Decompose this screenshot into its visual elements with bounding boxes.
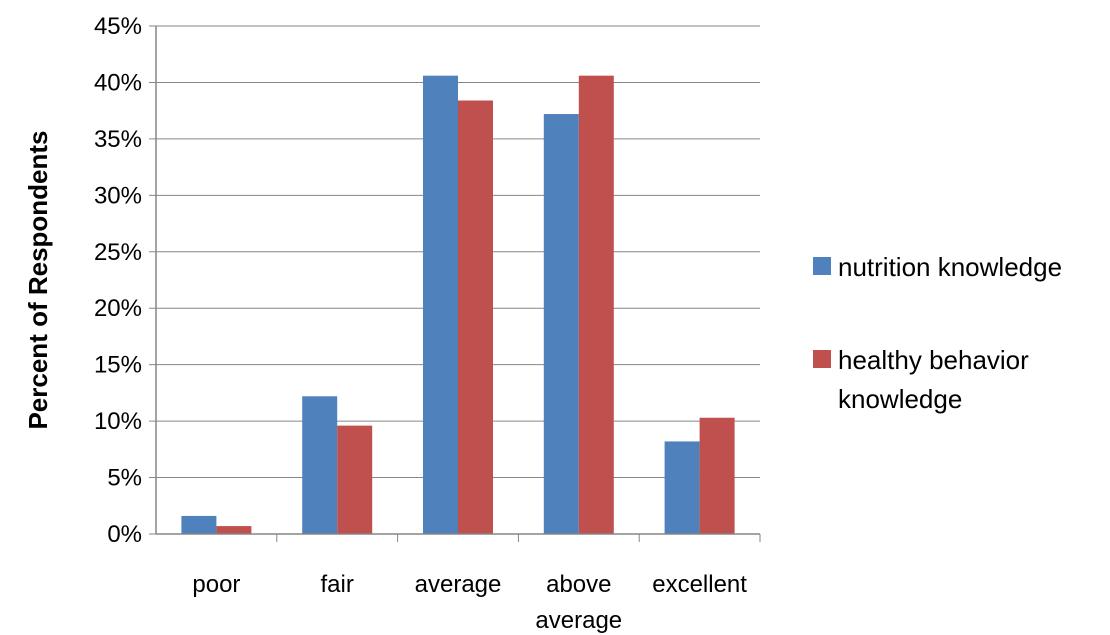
bars bbox=[181, 75, 735, 535]
bar-nutrition bbox=[302, 396, 338, 534]
y-tick-label: 20% bbox=[94, 295, 142, 322]
y-tick-label: 0% bbox=[107, 521, 142, 548]
x-tick-labels: poor fair average above average excellent bbox=[192, 571, 747, 634]
x-tick-label: above bbox=[546, 571, 611, 598]
y-tick-labels: 0% 5% 10% 15% 20% 25% 30% 35% 40% 45% bbox=[94, 13, 142, 548]
y-tick-label: 25% bbox=[94, 239, 142, 266]
y-axis-label: Percent of Respondents bbox=[23, 130, 53, 429]
bar-nutrition bbox=[543, 114, 579, 534]
y-tick-label: 30% bbox=[94, 182, 142, 209]
legend-swatch bbox=[813, 350, 831, 368]
legend-label: nutrition knowledge bbox=[838, 252, 1062, 282]
bar-healthy-behavior bbox=[458, 100, 493, 535]
legend-label: knowledge bbox=[838, 384, 962, 414]
legend: nutrition knowledge healthy behavior knowl… bbox=[813, 252, 1062, 414]
bar-nutrition bbox=[423, 75, 458, 534]
y-tick-label: 15% bbox=[94, 352, 142, 379]
y-tick-label: 35% bbox=[94, 126, 142, 153]
bar-healthy-behavior bbox=[337, 425, 373, 534]
bar-nutrition bbox=[181, 515, 217, 534]
x-tick-label: average bbox=[415, 571, 502, 598]
y-tick-label: 10% bbox=[94, 408, 142, 435]
legend-label: healthy behavior bbox=[838, 345, 1029, 375]
bar-healthy-behavior bbox=[578, 75, 614, 534]
x-tick-label: excellent bbox=[652, 571, 747, 598]
bar-nutrition bbox=[664, 441, 700, 534]
axes bbox=[149, 25, 761, 542]
bar-healthy-behavior bbox=[216, 526, 252, 534]
x-tick-label: average bbox=[535, 607, 622, 634]
y-tick-label: 40% bbox=[94, 69, 142, 96]
x-tick-label: fair bbox=[321, 571, 354, 598]
y-tick-label: 5% bbox=[107, 465, 142, 492]
x-tick-label: poor bbox=[192, 571, 240, 598]
y-tick-label: 45% bbox=[94, 13, 142, 40]
bar-healthy-behavior bbox=[699, 417, 735, 534]
legend-swatch bbox=[813, 257, 831, 275]
